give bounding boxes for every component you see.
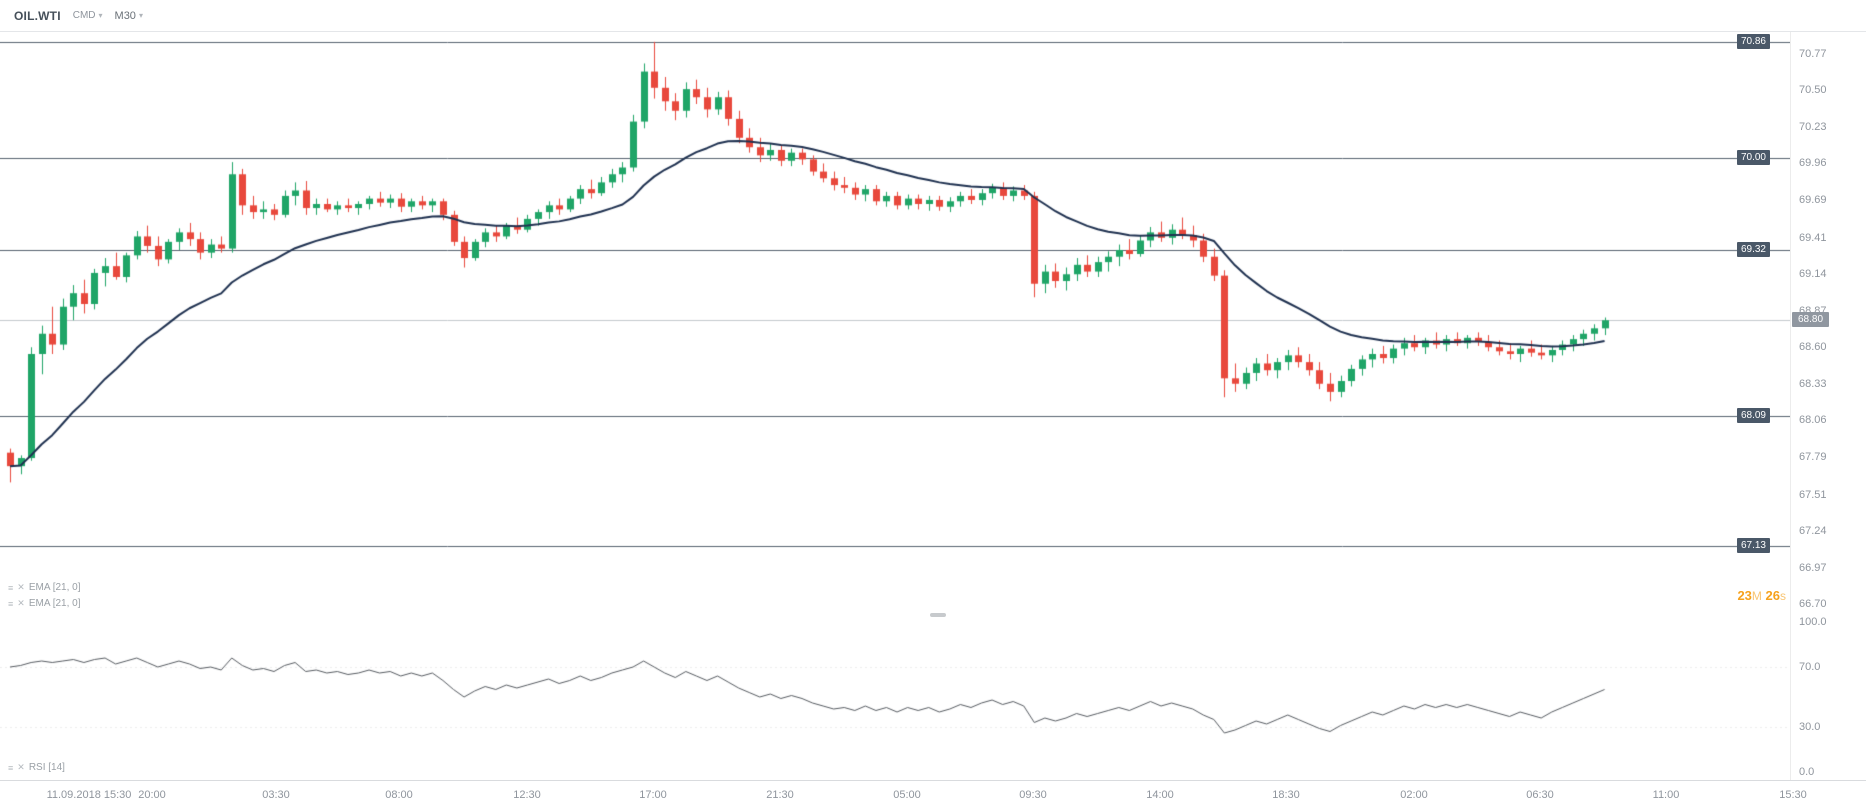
time-label: 21:30 xyxy=(766,789,794,801)
price-tick-label: 68.06 xyxy=(1799,414,1827,427)
price-level-badge: 70.00 xyxy=(1736,150,1770,166)
ema-legend-label: EMA [21, 0] xyxy=(28,582,81,593)
time-label: 03:30 xyxy=(262,789,290,801)
market-label: CMD xyxy=(72,10,96,21)
rsi-tick-label: 100.0 xyxy=(1799,616,1827,628)
rsi-tick-label: 30.0 xyxy=(1799,721,1821,733)
timeframe-dropdown[interactable]: M30 ▾ xyxy=(115,10,143,22)
time-label: 17:00 xyxy=(639,789,667,801)
price-tick-label: 68.60 xyxy=(1799,341,1827,354)
price-tick-label: 69.41 xyxy=(1799,231,1827,244)
ema-legend-2: ≡ ✕ EMA [21, 0] xyxy=(8,598,81,609)
price-tick-label: 66.97 xyxy=(1799,561,1827,574)
price-tick-label: 67.79 xyxy=(1799,450,1827,463)
time-label: 15:30 xyxy=(1779,789,1807,801)
price-level-badge: 68.09 xyxy=(1736,408,1770,424)
price-tick-label: 67.24 xyxy=(1799,525,1827,538)
price-tick-label: 70.23 xyxy=(1799,120,1827,133)
price-tick-label: 69.96 xyxy=(1799,157,1827,170)
indicator-close-icon[interactable]: ✕ xyxy=(17,582,25,592)
time-label: 18:30 xyxy=(1272,789,1300,801)
indicator-menu-icon[interactable]: ≡ xyxy=(8,582,14,593)
symbol-name[interactable]: OIL.WTI xyxy=(14,8,61,23)
time-label: 11:00 xyxy=(1652,789,1680,801)
price-axis[interactable]: 70.77 70.50 70.23 69.96 69.69 69.41 69.14 68.87… xyxy=(1790,32,1866,780)
time-label: 12:30 xyxy=(513,789,541,801)
timeframe-label: M30 xyxy=(114,9,136,22)
time-label: 11.09.2018 15:30 xyxy=(46,789,132,801)
price-tick-label: 66.70 xyxy=(1799,598,1827,611)
chevron-down-icon: ▾ xyxy=(138,10,143,20)
time-label: 08:00 xyxy=(385,789,413,801)
rsi-chart-canvas[interactable] xyxy=(0,616,1790,780)
indicator-close-icon[interactable]: ✕ xyxy=(17,598,25,608)
price-level-badge: 69.32 xyxy=(1736,241,1770,257)
chevron-down-icon: ▾ xyxy=(98,10,103,20)
price-tick-label: 67.51 xyxy=(1799,488,1827,501)
countdown-minutes-unit: M xyxy=(1751,589,1762,603)
price-tick-label: 68.33 xyxy=(1799,377,1827,390)
indicator-close-icon[interactable]: ✕ xyxy=(17,762,25,772)
price-tick-label: 70.50 xyxy=(1799,84,1827,97)
time-label: 20:00 xyxy=(138,789,166,801)
indicator-menu-icon[interactable]: ≡ xyxy=(8,762,14,773)
ema-legend-label: EMA [21, 0] xyxy=(28,598,81,609)
chart-header: OIL.WTI CMD ▾ M30 ▾ xyxy=(0,0,1866,32)
price-tick-label: 69.14 xyxy=(1799,268,1827,281)
rsi-legend-label: RSI [14] xyxy=(28,762,65,773)
price-level-badge: 67.13 xyxy=(1736,537,1770,553)
indicator-menu-icon[interactable]: ≡ xyxy=(8,598,14,609)
time-label: 06:30 xyxy=(1526,789,1554,801)
countdown-minutes: 23 xyxy=(1737,588,1752,603)
time-axis[interactable]: 11.09.2018 15:30 20:00 03:30 08:00 12:30 17:0… xyxy=(0,780,1866,811)
rsi-tick-label: 70.0 xyxy=(1799,661,1821,673)
price-tick-label: 69.69 xyxy=(1799,193,1827,206)
candle-countdown: 23M 26s xyxy=(1737,588,1786,603)
rsi-legend: ≡ ✕ RSI [14] xyxy=(8,762,65,773)
market-dropdown[interactable]: CMD ▾ xyxy=(73,10,103,21)
current-price-badge: 68.80 xyxy=(1792,312,1830,328)
ema-legend-1: ≡ ✕ EMA [21, 0] xyxy=(8,582,81,593)
time-label: 02:00 xyxy=(1400,789,1428,801)
time-label: 09:30 xyxy=(1019,789,1047,801)
price-level-badge: 70.86 xyxy=(1736,33,1770,49)
countdown-seconds: 26 xyxy=(1765,588,1780,603)
panel-resize-handle[interactable] xyxy=(930,613,946,617)
time-label: 05:00 xyxy=(893,789,921,801)
time-label: 14:00 xyxy=(1146,789,1174,801)
rsi-tick-label: 0.0 xyxy=(1799,766,1815,778)
countdown-seconds-unit: s xyxy=(1780,589,1786,603)
price-tick-label: 70.77 xyxy=(1799,48,1827,60)
price-chart-canvas[interactable] xyxy=(0,32,1790,616)
